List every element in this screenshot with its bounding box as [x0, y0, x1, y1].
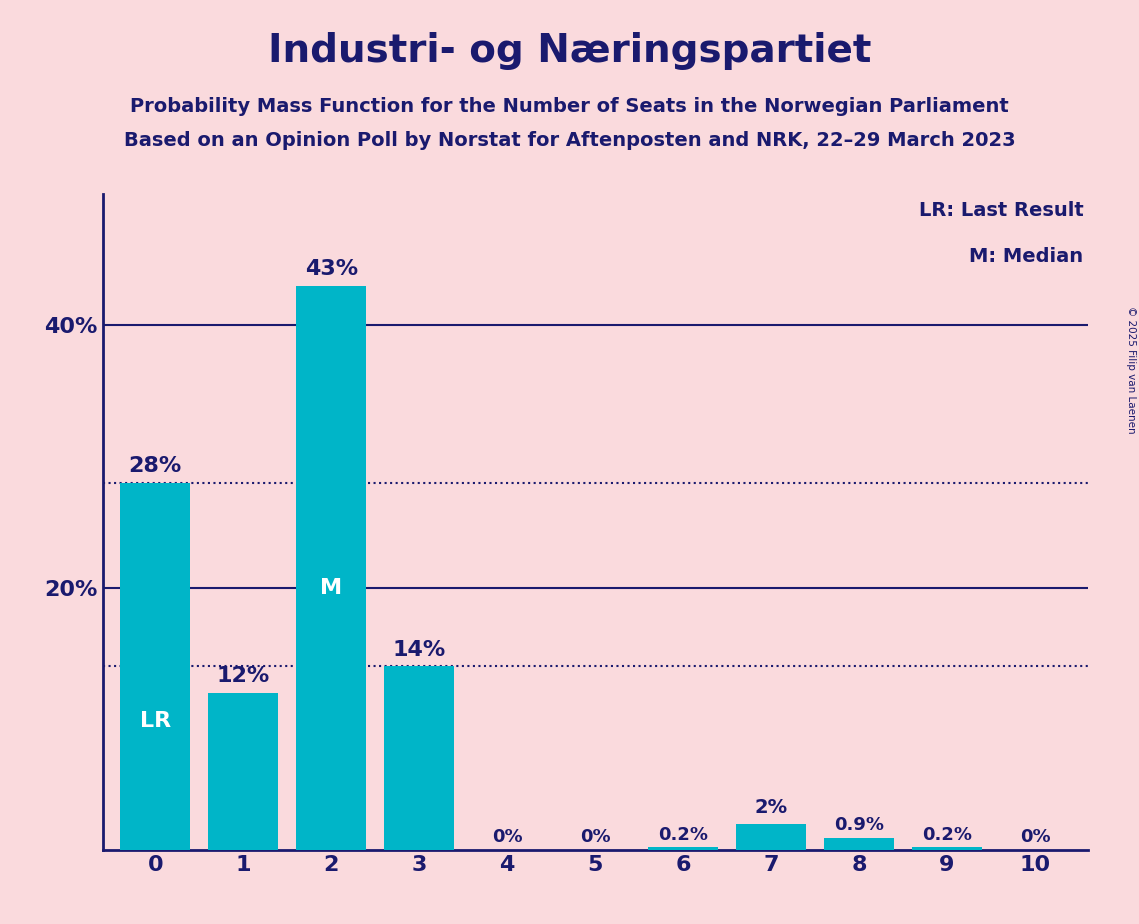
- Text: Based on an Opinion Poll by Norstat for Aftenposten and NRK, 22–29 March 2023: Based on an Opinion Poll by Norstat for …: [124, 131, 1015, 151]
- Bar: [296, 286, 367, 850]
- Text: 0%: 0%: [1019, 828, 1050, 846]
- Text: LR: Last Result: LR: Last Result: [918, 201, 1083, 220]
- Text: 14%: 14%: [393, 639, 445, 660]
- Text: 0%: 0%: [492, 828, 523, 846]
- Bar: [648, 847, 719, 850]
- Bar: [823, 838, 894, 850]
- Text: 12%: 12%: [216, 666, 270, 686]
- Bar: [208, 693, 278, 850]
- Bar: [736, 824, 806, 850]
- Bar: [120, 482, 190, 850]
- Text: 2%: 2%: [754, 798, 788, 818]
- Text: M: M: [320, 578, 343, 598]
- Text: M: Median: M: Median: [969, 247, 1083, 265]
- Text: 43%: 43%: [304, 260, 358, 279]
- Text: 0.2%: 0.2%: [658, 825, 708, 844]
- Bar: [384, 666, 454, 850]
- Text: Industri- og Næringspartiet: Industri- og Næringspartiet: [268, 32, 871, 70]
- Text: 0.2%: 0.2%: [921, 825, 972, 844]
- Text: LR: LR: [140, 711, 171, 732]
- Text: Probability Mass Function for the Number of Seats in the Norwegian Parliament: Probability Mass Function for the Number…: [130, 97, 1009, 116]
- Text: © 2025 Filip van Laenen: © 2025 Filip van Laenen: [1126, 306, 1136, 433]
- Bar: [912, 847, 982, 850]
- Text: 0.9%: 0.9%: [834, 816, 884, 834]
- Text: 28%: 28%: [129, 456, 182, 476]
- Text: 0%: 0%: [580, 828, 611, 846]
